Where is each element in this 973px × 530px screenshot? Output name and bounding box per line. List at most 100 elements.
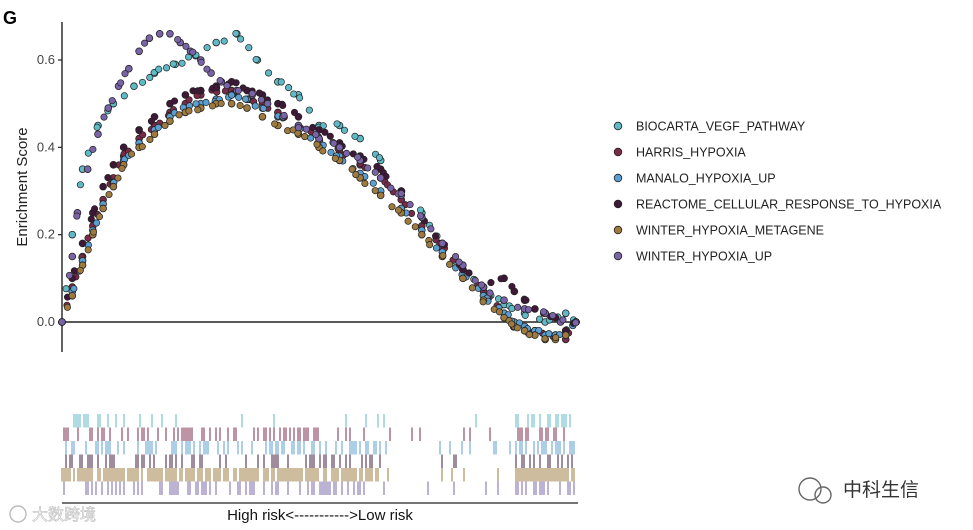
- y-tick-label: 0.4: [37, 139, 55, 154]
- data-point: [120, 92, 128, 100]
- data-point: [87, 215, 95, 223]
- data-point: [154, 123, 162, 131]
- legend: BIOCARTA_VEGF_PATHWAY HARRIS_HYPOXIA MANAL…: [613, 120, 942, 264]
- data-point: [99, 182, 107, 191]
- data-point: [354, 153, 362, 161]
- data-point: [259, 104, 268, 112]
- risk-axis-label: High risk<----------->Low risk: [227, 507, 413, 524]
- data-point: [223, 82, 231, 90]
- data-point: [520, 326, 529, 335]
- watermark-left-text: 大数跨境: [32, 505, 96, 524]
- data-point: [257, 96, 265, 104]
- data-point: [119, 143, 128, 152]
- data-point: [121, 70, 129, 78]
- data-point: [376, 191, 385, 200]
- data-point: [197, 58, 205, 66]
- y-axis-title: Enrichment Score: [14, 127, 31, 246]
- legend-marker: [613, 121, 623, 131]
- rug-row: [65, 441, 575, 455]
- data-point: [83, 165, 92, 173]
- data-point: [495, 308, 503, 316]
- data-point: [361, 179, 369, 188]
- data-point: [468, 284, 476, 292]
- data-point: [147, 117, 155, 125]
- legend-item: WINTER_HYPOXIA_METAGENE: [613, 224, 824, 238]
- data-point: [245, 44, 253, 52]
- data-point: [388, 203, 396, 211]
- data-point: [471, 276, 479, 284]
- data-point: [369, 179, 377, 187]
- data-point: [255, 89, 263, 97]
- data-point: [194, 87, 202, 95]
- data-point: [217, 99, 225, 108]
- legend-marker: [613, 225, 623, 235]
- data-point: [508, 282, 516, 291]
- data-point: [459, 274, 467, 283]
- data-point: [213, 84, 221, 92]
- series-reactome-cellular-response-to-hypoxia: [58, 78, 580, 335]
- data-point: [277, 78, 285, 86]
- wechat-icon: [798, 477, 822, 501]
- data-point: [561, 331, 570, 339]
- gene-rug-area: High risk<----------->Low risk: [61, 414, 578, 524]
- data-point: [228, 91, 236, 99]
- data-point: [234, 87, 242, 95]
- rug-row: [65, 454, 573, 468]
- data-point: [93, 219, 101, 227]
- y-tick-label: 0.2: [37, 227, 55, 242]
- data-point: [58, 318, 66, 326]
- data-point: [309, 123, 317, 132]
- data-point: [138, 143, 146, 151]
- data-point: [343, 149, 351, 157]
- legend-label: REACTOME_CELLULAR_RESPONSE_TO_HYPOXIA: [636, 198, 942, 212]
- data-point: [166, 117, 174, 125]
- data-point: [243, 104, 251, 112]
- data-point: [294, 124, 303, 132]
- data-point: [171, 97, 179, 105]
- y-tick-label: 0.0: [37, 314, 55, 329]
- data-point: [108, 97, 116, 105]
- data-point: [242, 95, 250, 103]
- data-point: [279, 101, 287, 110]
- data-point: [65, 271, 73, 279]
- data-point: [185, 107, 193, 115]
- data-point: [155, 65, 163, 73]
- data-point: [202, 98, 210, 107]
- data-point: [91, 205, 99, 213]
- data-point: [117, 79, 125, 87]
- data-point: [333, 120, 341, 128]
- data-point: [78, 239, 87, 248]
- watermark-right: 中科生信: [798, 477, 919, 504]
- data-point: [70, 285, 78, 293]
- legend-label: HARRIS_HYPOXIA: [636, 146, 746, 160]
- legend-marker: [613, 173, 623, 183]
- data-point: [162, 64, 171, 72]
- data-point: [146, 135, 154, 144]
- data-point: [68, 291, 77, 300]
- data-point: [417, 230, 426, 239]
- data-point: [432, 232, 440, 240]
- data-point: [486, 289, 494, 297]
- data-point: [216, 77, 224, 85]
- data-point: [70, 267, 78, 275]
- legend-label: WINTER_HYPOXIA_UP: [636, 250, 772, 264]
- data-point: [497, 275, 505, 283]
- data-point: [146, 73, 154, 82]
- data-point: [84, 149, 92, 157]
- data-point: [127, 150, 136, 158]
- data-point: [280, 111, 288, 119]
- panel-label: G: [3, 8, 17, 28]
- series-biocarta-vegf-pathway: [58, 29, 580, 326]
- data-point: [93, 123, 101, 131]
- data-point: [135, 127, 143, 135]
- legend-item: MANALO_HYPOXIA_UP: [613, 172, 776, 186]
- data-point: [104, 174, 112, 182]
- data-point: [95, 213, 103, 221]
- data-point: [105, 190, 113, 199]
- data-point: [232, 79, 240, 87]
- data-point: [521, 311, 529, 319]
- data-point: [387, 184, 395, 192]
- data-point: [426, 241, 434, 249]
- legend-marker: [613, 251, 623, 261]
